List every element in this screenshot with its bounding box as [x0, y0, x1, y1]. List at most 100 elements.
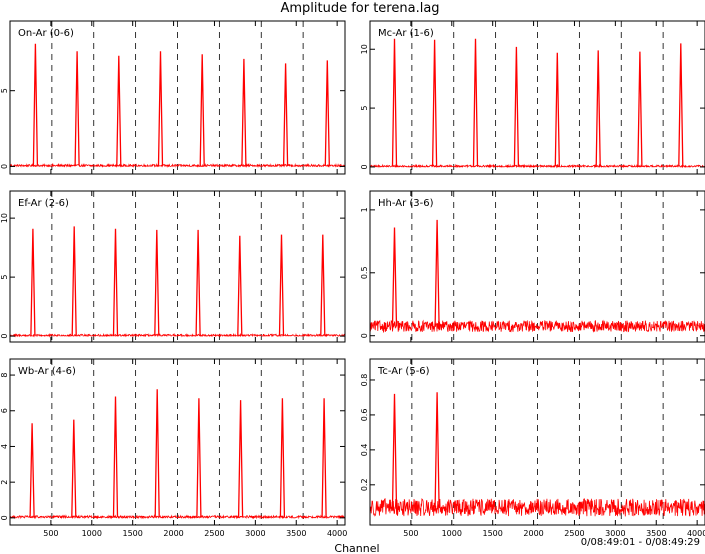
y-tick-label: 6	[0, 408, 9, 413]
amplitude-peak	[678, 43, 684, 167]
amplitude-peak	[279, 398, 286, 518]
amplitude-trace	[369, 498, 705, 517]
amplitude-trace	[369, 319, 705, 334]
panel-title: Ef-Ar (2-6)	[18, 198, 69, 209]
chart-panel: 0 5 10 Ef-Ar (2-6)	[0, 190, 346, 343]
chart-panel: 500 1000 1500 2000 2500 3000 3500 4000 0.2 0.4 0.6…	[360, 358, 705, 538]
x-tick-label: 2000	[163, 529, 183, 538]
amplitude-trace	[10, 332, 346, 338]
y-tick-label: 0.8	[360, 374, 369, 387]
y-tick-label: 4	[0, 444, 9, 449]
amplitude-peak	[154, 229, 160, 336]
x-tick-label: 4000	[327, 529, 347, 538]
x-tick-label: 1500	[123, 529, 143, 538]
x-tick-label: 500	[43, 529, 58, 538]
chart-panel: 0 5 10 Mc-Ar (1-6)	[360, 20, 705, 175]
amplitude-peak	[74, 51, 80, 166]
amplitude-peak	[595, 50, 601, 167]
y-tick-label: 0	[360, 164, 369, 169]
amplitude-peak	[29, 423, 35, 518]
amplitude-trace	[9, 162, 346, 168]
panel-title: Hh-Ar (3-6)	[378, 198, 434, 209]
amplitude-peak	[391, 393, 398, 508]
amplitude-peak	[241, 58, 247, 166]
time-range-label: 0/08:49:01 - 0/08:49:29	[581, 537, 700, 548]
x-axis-label: Channel	[334, 542, 379, 554]
amplitude-peak	[30, 228, 36, 336]
amplitude-peak	[112, 228, 119, 336]
amplitude-peak	[196, 398, 202, 518]
x-tick-label: 500	[403, 529, 418, 538]
amplitude-peak	[324, 60, 330, 166]
y-tick-label: 0	[0, 164, 9, 169]
amplitude-peak	[434, 392, 440, 508]
y-tick-label: 0.6	[360, 409, 369, 422]
chart-panel: 0 5 On-Ar (0-6)	[0, 20, 346, 175]
amplitude-trace	[9, 514, 346, 520]
x-tick-label: 3500	[286, 529, 306, 538]
y-tick-label: 1	[360, 207, 369, 212]
x-tick-label: 3500	[646, 529, 666, 538]
panel-title: On-Ar (0-6)	[18, 28, 74, 39]
panel-frame	[369, 190, 705, 343]
amplitude-peak	[154, 389, 160, 518]
amplitude-peak	[320, 234, 326, 336]
panel-frame	[9, 190, 346, 343]
y-tick-label: 0	[0, 515, 9, 520]
y-tick-label: 0.4	[360, 443, 369, 456]
amplitude-peak	[237, 235, 243, 336]
y-tick-label: 8	[0, 373, 9, 378]
y-tick-label: 0.2	[360, 478, 369, 491]
panel-frame	[369, 20, 705, 175]
panel-frame	[9, 20, 346, 175]
amplitude-peak	[282, 63, 289, 166]
amplitude-peak	[32, 43, 39, 166]
amplitude-peak	[554, 52, 560, 167]
amplitude-peak	[278, 234, 285, 336]
y-tick-label: 0	[360, 333, 369, 338]
panel-frame	[9, 358, 346, 526]
chart-panel: 0 0.5 1 Hh-Ar (3-6)	[360, 190, 705, 343]
y-tick-label: 0	[0, 334, 9, 339]
amplitude-peak	[112, 396, 119, 518]
amplitude-peak	[321, 398, 327, 518]
amplitude-trace	[369, 163, 705, 169]
amplitude-peak	[513, 46, 520, 167]
x-tick-label: 1500	[483, 529, 503, 538]
amplitude-peak	[431, 39, 438, 167]
y-tick-label: 0.5	[360, 266, 369, 279]
x-tick-label: 2000	[523, 529, 543, 538]
chart-panel: 500 1000 1500 2000 2500 3000 3500 4000 0 2 4 6 8 Wb-A…	[0, 358, 347, 538]
panel-frame	[369, 358, 705, 526]
x-tick-label: 2500	[564, 529, 584, 538]
amplitude-peak	[237, 400, 244, 518]
amplitude-peak	[391, 227, 398, 327]
y-tick-label: 10	[360, 44, 369, 54]
panel-title: Mc-Ar (1-6)	[378, 28, 434, 39]
amplitude-peak	[391, 38, 398, 167]
amplitude-peak	[71, 226, 77, 336]
x-tick-label: 1000	[442, 529, 462, 538]
amplitude-peak	[199, 54, 205, 166]
y-tick-label: 5	[0, 275, 9, 280]
panel-title: Tc-Ar (5-6)	[377, 366, 430, 377]
y-tick-label: 5	[360, 106, 369, 111]
x-tick-label: 3000	[605, 529, 625, 538]
x-tick-label: 3000	[245, 529, 265, 538]
x-tick-label: 2500	[204, 529, 224, 538]
amplitude-peak	[157, 51, 164, 166]
amplitude-peak	[472, 38, 479, 167]
x-tick-label: 4000	[687, 529, 705, 538]
y-tick-label: 10	[0, 213, 9, 223]
x-tick-label: 1000	[82, 529, 102, 538]
amplitude-peak	[637, 51, 643, 167]
amplitude-peak	[195, 229, 201, 336]
amplitude-peak	[116, 55, 122, 166]
amplitude-peak	[71, 419, 77, 518]
y-tick-label: 5	[0, 88, 9, 93]
panel-title: Wb-Ar (4-6)	[18, 366, 76, 377]
figure-title: Amplitude for terena.lag	[280, 1, 439, 16]
y-tick-label: 2	[0, 480, 9, 485]
